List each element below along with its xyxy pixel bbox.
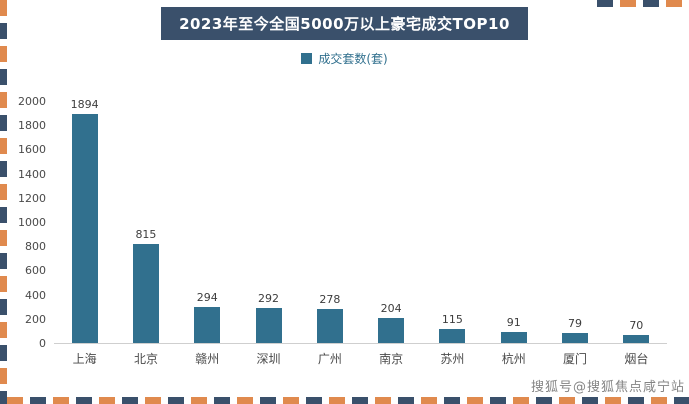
y-axis-tick-label: 1000 (18, 216, 46, 229)
y-axis-tick-label: 1600 (18, 143, 46, 157)
bar-value-label: 79 (568, 317, 583, 331)
category-label: 厦门 (563, 352, 588, 366)
category-label: 杭州 (501, 352, 526, 366)
decorative-stripe-top-right (597, 0, 689, 7)
legend-label: 成交套数(套) (318, 52, 388, 66)
chart-legend: 成交套数(套) (0, 50, 689, 67)
bar (316, 309, 343, 343)
category-label: 烟台 (624, 352, 649, 366)
bar-column: 70 (606, 319, 667, 343)
y-axis-tick-label: 0 (39, 337, 46, 350)
category-label: 赣州 (195, 352, 220, 366)
chart-title: 2023年至今全国5000万以上豪宅成交TOP10 (161, 7, 528, 40)
y-axis-tick-label: 2000 (18, 95, 46, 108)
bar-column: 91 (483, 316, 544, 343)
y-axis-tick-label: 400 (25, 288, 46, 302)
bar-value-label: 1894 (70, 97, 99, 111)
chart-inner: 2000 1800 1600 1400 1200 1000 800 600 400 200 0 18… (16, 95, 667, 367)
category-label: 南京 (379, 352, 404, 366)
bar (562, 333, 589, 343)
bar-value-label: 91 (506, 316, 521, 329)
bar (132, 244, 159, 343)
plot-area: 1894 815 294 292 278 204 115 91 79 70 (54, 98, 667, 344)
category-label: 北京 (133, 352, 158, 366)
decorative-stripe-bottom (7, 397, 689, 404)
x-axis-labels: 上海 北京 赣州 深圳 广州 南京 苏州 杭州 厦门 烟台 (54, 344, 667, 367)
bar-value-label: 115 (441, 313, 463, 327)
bar (255, 307, 282, 343)
bar-column: 815 (115, 228, 176, 343)
y-axis: 2000 1800 1600 1400 1200 1000 800 600 400 200 0 (16, 95, 54, 350)
category-label: 广州 (317, 352, 342, 366)
bar-column: 115 (422, 313, 483, 343)
y-axis-tick-label: 1800 (18, 119, 46, 133)
y-axis-tick-label: 600 (25, 264, 46, 278)
bar (71, 113, 98, 343)
category-label: 上海 (72, 352, 97, 366)
bar-value-label: 204 (380, 302, 402, 316)
bar-column: 294 (177, 291, 238, 343)
bar-column: 204 (360, 302, 421, 343)
legend-swatch (301, 53, 313, 64)
category-label: 苏州 (440, 352, 465, 366)
bar (500, 332, 527, 343)
bar-value-label: 70 (629, 318, 644, 332)
bar-column: 292 (238, 292, 299, 343)
bar-column: 278 (299, 293, 360, 343)
bar-value-label: 815 (135, 228, 157, 242)
watermark: 搜狐号@搜狐焦点咸宁站 (530, 380, 685, 395)
y-axis-tick-label: 1200 (18, 191, 46, 205)
category-label: 深圳 (256, 352, 281, 366)
title-container: 2023年至今全国5000万以上豪宅成交TOP10 (0, 7, 689, 40)
y-axis-tick-label: 200 (25, 312, 46, 326)
bar (439, 329, 466, 343)
bar-value-label: 294 (196, 291, 218, 305)
bar-column: 1894 (54, 98, 115, 343)
bar-chart: 2000 1800 1600 1400 1200 1000 800 600 400 200 0 18… (16, 95, 667, 367)
y-axis-tick-label: 1400 (18, 167, 46, 181)
plot-wrap: 1894 815 294 292 278 204 115 91 79 70 上海 北京 赣州 深圳 广州 南… (54, 98, 667, 367)
bar-value-label: 292 (258, 291, 280, 305)
bar (378, 318, 405, 343)
y-axis-tick-label: 800 (25, 240, 46, 254)
decorative-stripe-left (0, 0, 7, 404)
bar-value-label: 278 (319, 293, 341, 307)
bar (194, 307, 221, 343)
bar (623, 334, 650, 343)
bar-column: 79 (544, 317, 605, 343)
